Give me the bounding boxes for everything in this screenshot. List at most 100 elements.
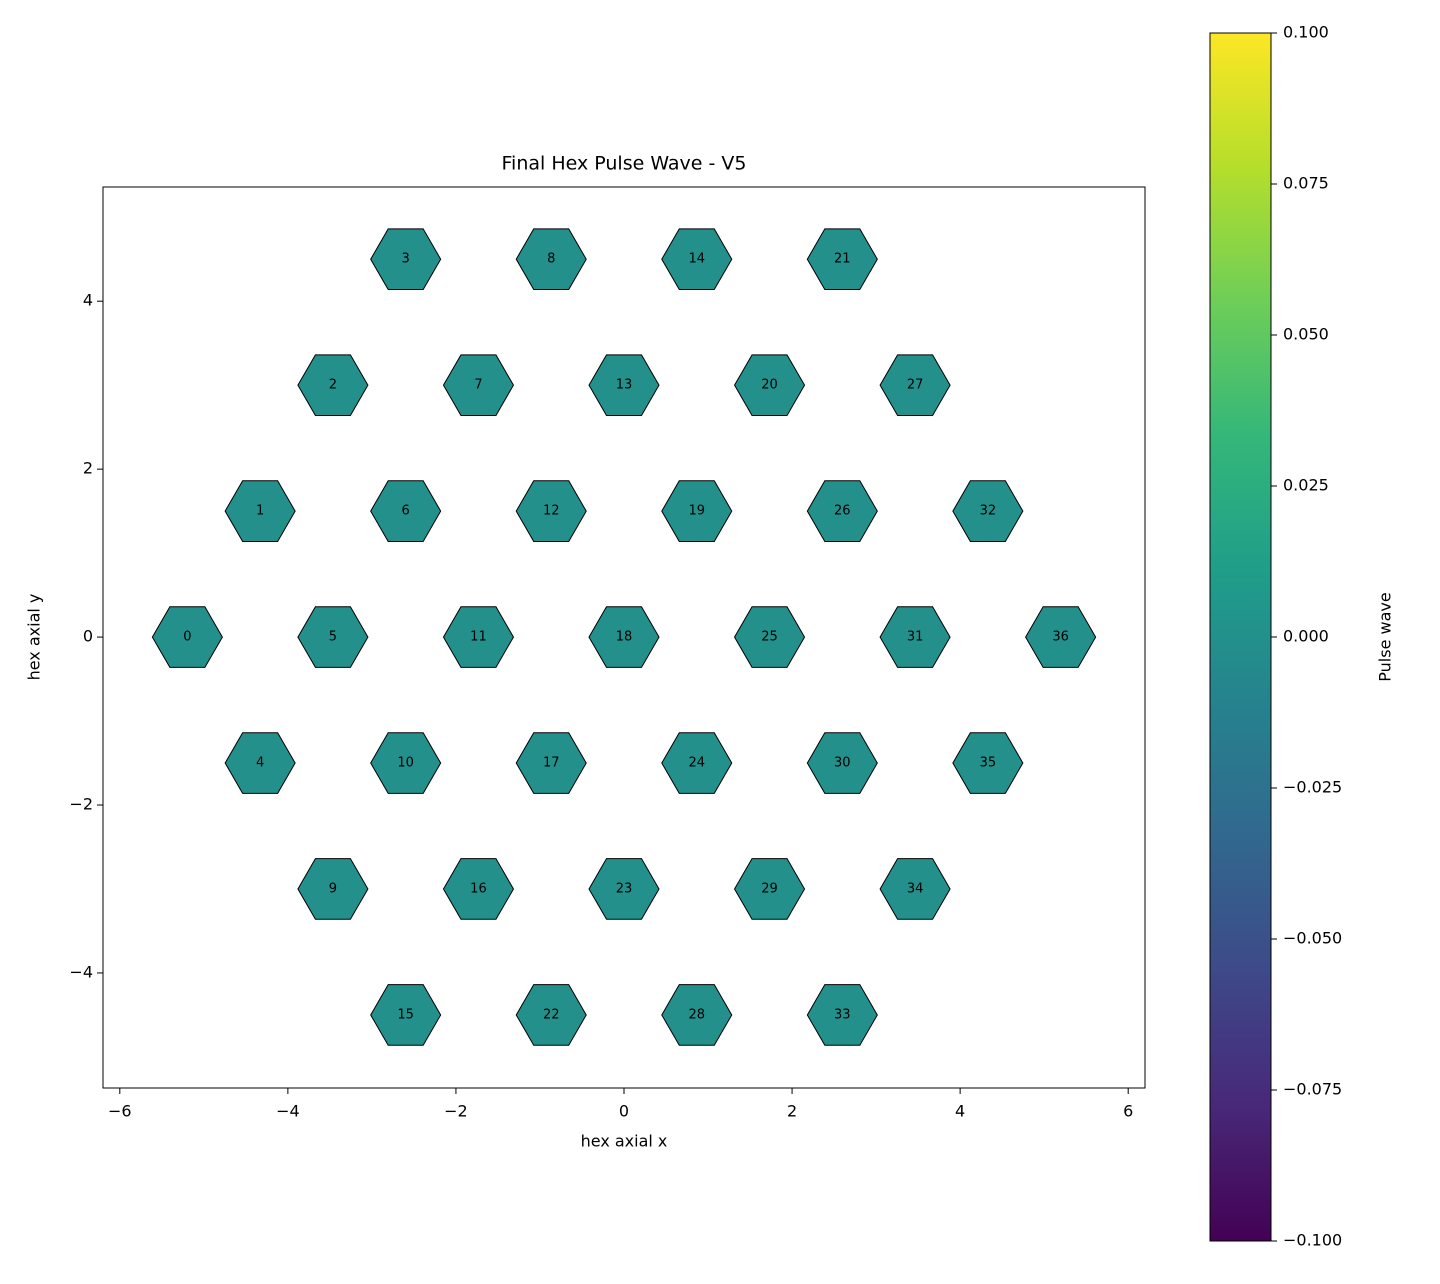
hex-cell <box>297 858 369 920</box>
hex-label: 14 <box>688 252 705 267</box>
hex-label: 7 <box>474 378 482 393</box>
hex-label: 20 <box>761 378 778 393</box>
hex-label: 18 <box>616 630 633 645</box>
hex-label: 27 <box>907 378 924 393</box>
hex-cell <box>733 606 806 668</box>
hex-cell <box>442 858 515 920</box>
colorbar-tick-label: 0.100 <box>1283 23 1329 42</box>
hex-cell <box>224 480 296 542</box>
hex-cell <box>297 606 369 668</box>
hex-label: 15 <box>397 1007 414 1022</box>
x-tick-label: 2 <box>787 1102 797 1121</box>
hex-label: 13 <box>616 378 633 393</box>
colorbar <box>1209 32 1272 1242</box>
hex-cell <box>661 732 733 794</box>
y-tick-label: 4 <box>83 291 93 310</box>
colorbar-tick-label: 0.000 <box>1283 627 1329 646</box>
hex-cell <box>588 354 660 416</box>
hex-cell <box>806 228 878 291</box>
hex-label: 35 <box>980 756 997 771</box>
hex-cell <box>370 480 442 542</box>
colorbar-tick-label: 0.050 <box>1283 325 1329 344</box>
x-tick-label: 4 <box>955 1102 965 1121</box>
hex-label: 31 <box>907 630 924 645</box>
y-tick-label: 2 <box>83 459 93 478</box>
hex-label: 10 <box>397 756 414 771</box>
hex-cell <box>370 228 442 291</box>
hex-label: 24 <box>688 756 705 771</box>
hex-label: 2 <box>329 378 337 393</box>
x-tick-label: −6 <box>108 1102 132 1121</box>
hex-cell <box>806 984 878 1046</box>
hex-label: 36 <box>1052 630 1069 645</box>
hex-label: 11 <box>470 630 487 645</box>
hex-cell <box>515 480 587 542</box>
hex-label: 16 <box>470 881 487 896</box>
hex-label: 0 <box>183 630 191 645</box>
colorbar-tick-label: −0.025 <box>1283 778 1342 797</box>
hex-label: 30 <box>834 756 851 771</box>
hex-cell <box>661 480 733 542</box>
hex-cell <box>442 606 515 668</box>
y-tick-label: −4 <box>69 962 93 981</box>
hex-label: 12 <box>543 504 560 519</box>
colorbar-label: Pulse wave <box>1376 592 1395 681</box>
plot-frame <box>102 186 1146 1089</box>
colorbar-tick-label: −0.075 <box>1283 1080 1342 1099</box>
hex-label: 26 <box>834 504 851 519</box>
hex-cell <box>661 984 733 1046</box>
hex-label: 21 <box>834 252 851 267</box>
hex-cell <box>151 606 223 668</box>
hex-label: 25 <box>761 630 778 645</box>
hex-label: 28 <box>688 1007 705 1022</box>
hex-label: 19 <box>688 504 705 519</box>
chart-title: Final Hex Pulse Wave - V5 <box>502 153 747 175</box>
hex-cell <box>515 984 587 1046</box>
x-tick-label: −2 <box>444 1102 468 1121</box>
hex-cell <box>806 480 878 542</box>
hex-cell <box>879 606 951 668</box>
hex-label: 5 <box>329 630 337 645</box>
x-tick-label: −4 <box>276 1102 300 1121</box>
hex-cell <box>879 354 951 416</box>
hex-cell <box>370 732 442 794</box>
hex-label: 29 <box>761 881 778 896</box>
hex-cell <box>1025 606 1097 668</box>
hex-label: 1 <box>256 504 264 519</box>
x-tick-label: 0 <box>619 1102 629 1121</box>
hex-label: 4 <box>256 756 264 771</box>
hex-cell <box>661 228 733 291</box>
hex-label: 6 <box>402 504 410 519</box>
hex-cell <box>442 354 515 416</box>
hex-cell <box>588 606 660 668</box>
hex-cell <box>515 228 587 291</box>
hex-cell <box>224 732 296 794</box>
hex-cell <box>297 354 369 416</box>
hex-cell <box>588 858 660 920</box>
x-tick-label: 6 <box>1123 1102 1133 1121</box>
hex-cell <box>806 732 878 794</box>
hex-cell <box>733 858 806 920</box>
hex-label: 32 <box>980 504 997 519</box>
hex-cell <box>879 858 951 920</box>
hex-cell <box>370 984 442 1046</box>
hex-label: 17 <box>543 756 560 771</box>
hex-label: 33 <box>834 1007 851 1022</box>
colorbar-tick-label: −0.100 <box>1283 1231 1342 1250</box>
colorbar-tick-label: −0.050 <box>1283 929 1342 948</box>
y-tick-label: −2 <box>69 795 93 814</box>
hex-cell <box>733 354 806 416</box>
hex-label: 9 <box>329 881 337 896</box>
x-axis-label: hex axial x <box>581 1132 668 1151</box>
y-axis-label: hex axial y <box>25 594 44 681</box>
hex-cell <box>952 480 1024 542</box>
colorbar-tick-label: 0.025 <box>1283 476 1329 495</box>
hex-cell <box>952 732 1024 794</box>
hex-label: 23 <box>616 881 633 896</box>
hex-cell <box>515 732 587 794</box>
colorbar-tick-label: 0.075 <box>1283 174 1329 193</box>
hex-label: 34 <box>907 881 924 896</box>
hex-label: 22 <box>543 1007 560 1022</box>
hex-label: 3 <box>402 252 410 267</box>
